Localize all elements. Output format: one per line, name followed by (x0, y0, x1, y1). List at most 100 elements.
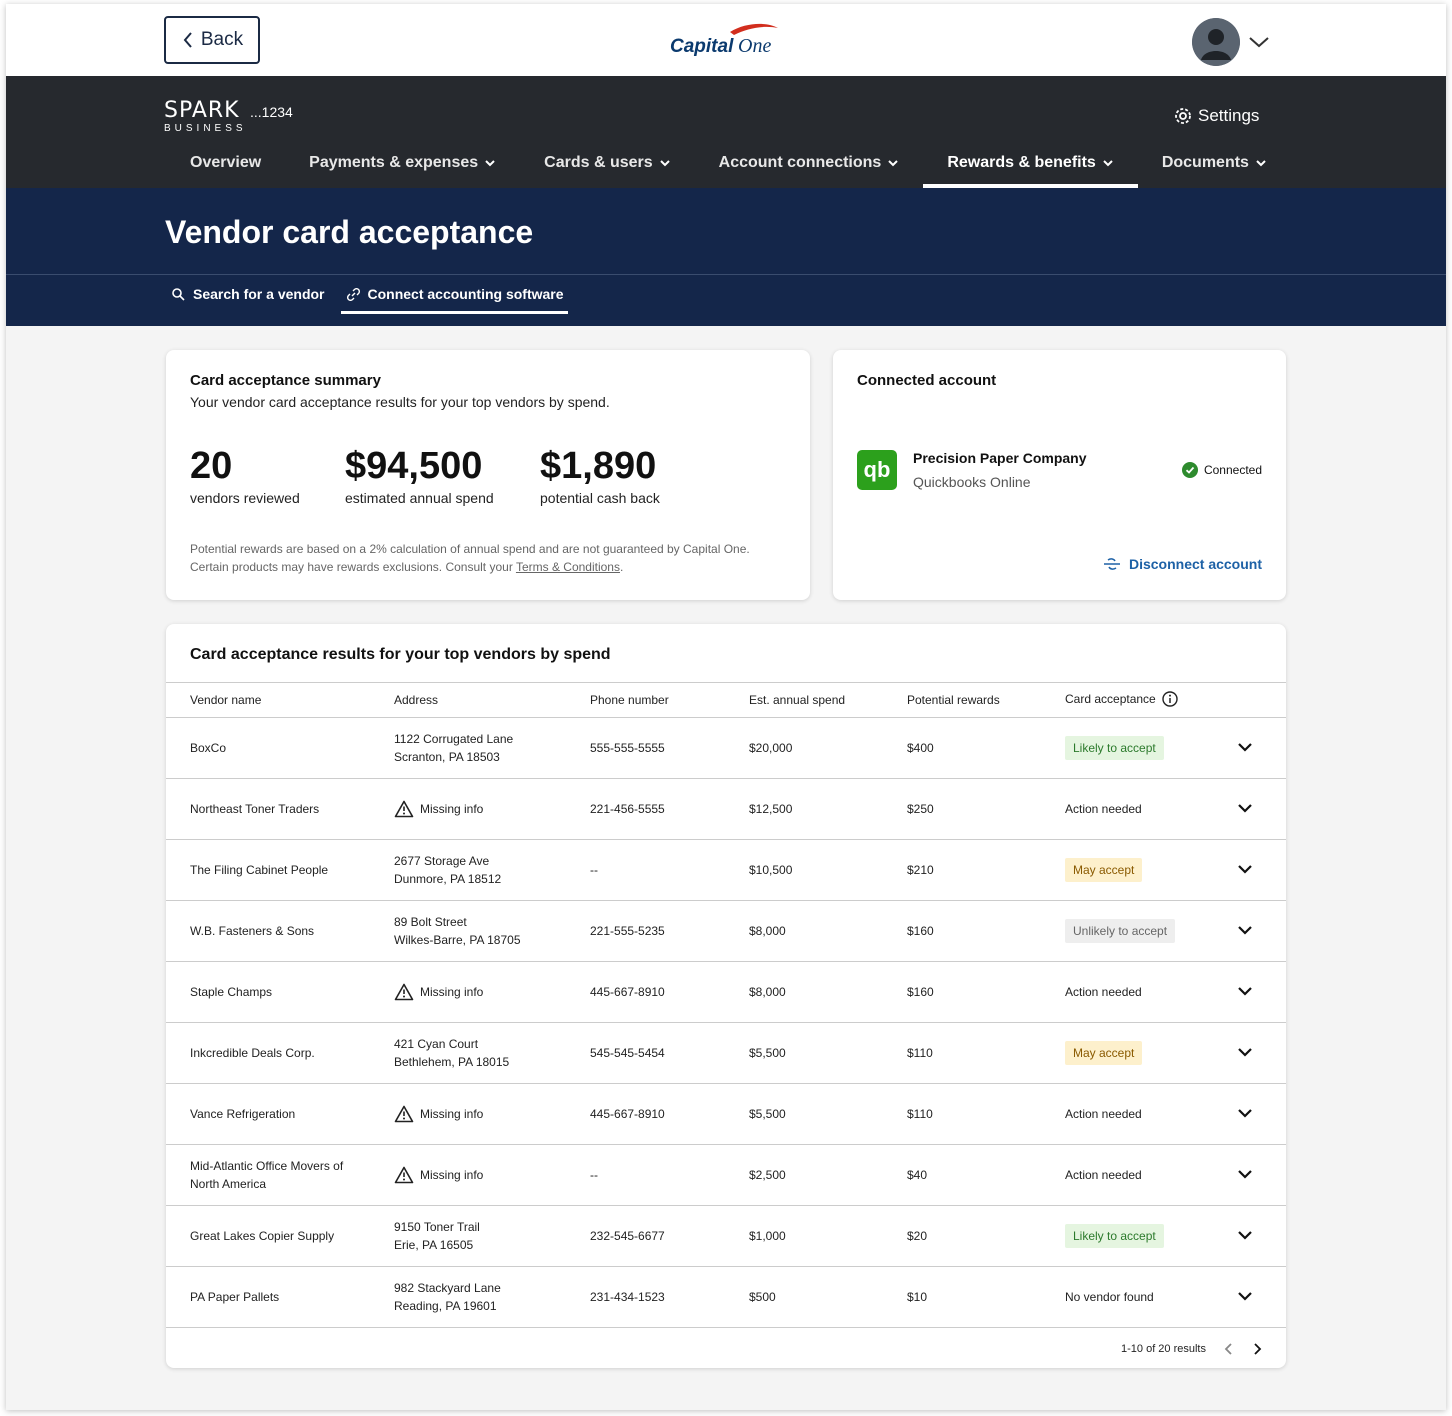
expand-row-button[interactable] (1236, 921, 1254, 942)
vendor-phone: -- (590, 1168, 598, 1182)
chevron-down-icon (1238, 1170, 1252, 1179)
acceptance-status-badge: May accept (1065, 1041, 1143, 1065)
expand-row-button[interactable] (1236, 1226, 1254, 1247)
nav-tab-cards-users[interactable]: Cards & users (520, 146, 695, 188)
sub-tabs: Search for a vendor Connect accounting s… (170, 278, 568, 314)
nav-tab-rewards-benefits[interactable]: Rewards & benefits (923, 146, 1139, 188)
nav-tab-account-connections[interactable]: Account connections (695, 146, 924, 188)
acceptance-cell: May accept (1065, 1023, 1143, 1083)
software-name: Quickbooks Online (913, 474, 1031, 490)
info-icon[interactable] (1162, 691, 1178, 707)
table-row[interactable]: The Filing Cabinet People 2677 Storage Av… (166, 840, 1286, 901)
acceptance-cell: Action needed (1065, 962, 1142, 1022)
stat-vendors-reviewed: 20 vendors reviewed (190, 445, 300, 506)
next-page-button[interactable] (1252, 1342, 1262, 1356)
vendor-address: 2677 Storage Ave Dunmore, PA 18512 (394, 854, 502, 886)
chevron-down-icon (1238, 926, 1252, 935)
acceptance-status-badge: Action needed (1065, 1107, 1142, 1121)
vendor-phone: 555-555-5555 (590, 741, 665, 755)
pagination: 1-10 of 20 results (1121, 1342, 1262, 1356)
chevron-down-icon (1238, 987, 1252, 996)
expand-row-button[interactable] (1236, 738, 1254, 759)
connected-account-card: Connected account qb Precision Paper Com… (833, 350, 1286, 600)
chevron-down-icon (1249, 37, 1269, 48)
acceptance-status-badge: Action needed (1065, 985, 1142, 999)
table-row[interactable]: Inkcredible Deals Corp. 421 Cyan Court Bet… (166, 1023, 1286, 1084)
nav-tab-documents[interactable]: Documents (1138, 146, 1291, 188)
expand-row-button[interactable] (1236, 799, 1254, 820)
disconnect-account-button[interactable]: Disconnect account (1103, 556, 1262, 572)
profile-menu[interactable] (1192, 18, 1270, 66)
back-button[interactable]: Back (164, 16, 260, 64)
tab-connect-accounting[interactable]: Connect accounting software (340, 278, 568, 314)
acceptance-cell: Likely to accept (1065, 718, 1164, 778)
acceptance-status-badge: Action needed (1065, 1168, 1142, 1182)
vendor-spend: $12,500 (749, 802, 793, 816)
table-row[interactable]: Mid-Atlantic Office Movers of North Amer… (166, 1145, 1286, 1206)
avatar (1192, 18, 1240, 66)
vendor-name: Great Lakes Copier Supply (190, 1229, 335, 1243)
search-icon (172, 287, 185, 301)
vendor-name: The Filing Cabinet People (190, 863, 329, 877)
vendor-address: 421 Cyan Court Bethlehem, PA 18015 (394, 1037, 510, 1069)
table-row[interactable]: Staple Champs Missing info 445-667-8910 $8,… (166, 962, 1286, 1023)
vendor-rewards: $400 (907, 741, 934, 755)
expand-row-button[interactable] (1236, 1104, 1254, 1125)
tab-search-vendor[interactable]: Search for a vendor (170, 278, 327, 310)
table-row[interactable]: W.B. Fasteners & Sons 89 Bolt Street Wilke… (166, 901, 1286, 962)
expand-row-button[interactable] (1236, 1043, 1254, 1064)
table-row[interactable]: Great Lakes Copier Supply 9150 Toner Trai… (166, 1206, 1286, 1267)
svg-text:Capital: Capital (670, 36, 734, 57)
expand-row-button[interactable] (1236, 982, 1254, 1003)
vendor-rewards: $250 (907, 802, 934, 816)
table-header: Vendor name Address Phone number Est. an… (166, 682, 1286, 718)
table-row[interactable]: PA Paper Pallets 982 Stackyard Lane Readin… (166, 1267, 1286, 1328)
vendor-results-card: Card acceptance results for your top ven… (166, 624, 1286, 1368)
vendor-address: 1122 Corrugated Lane Scranton, PA 18503 (394, 732, 514, 764)
expand-row-button[interactable] (1236, 860, 1254, 881)
nav-tab-payments[interactable]: Payments & expenses (285, 146, 520, 188)
acceptance-status-badge: No vendor found (1065, 1290, 1154, 1304)
capital-one-logo: Capital One (670, 23, 778, 57)
vendor-spend: $2,500 (749, 1168, 786, 1182)
chevron-right-icon (1254, 1343, 1262, 1355)
gear-icon (1175, 108, 1191, 124)
vendor-phone: -- (590, 863, 598, 877)
rewards-disclaimer: Potential rewards are based on a 2% calc… (190, 542, 750, 574)
chevron-down-icon (1238, 804, 1252, 813)
table-row[interactable]: Northeast Toner Traders Missing info 221-4… (166, 779, 1286, 840)
vendor-spend: $8,000 (749, 985, 786, 999)
terms-link[interactable]: Terms & Conditions (515, 560, 620, 574)
acceptance-status-badge: Likely to accept (1065, 736, 1164, 760)
warning-icon (394, 1166, 414, 1184)
chevron-down-icon (1103, 160, 1113, 167)
vendor-rewards: $40 (907, 1168, 928, 1182)
chevron-down-icon (1238, 1292, 1252, 1301)
chevron-down-icon (1238, 1231, 1252, 1240)
settings-link[interactable]: Settings (1174, 106, 1259, 126)
nav-tab-overview[interactable]: Overview (190, 154, 262, 171)
acceptance-status-badge: Action needed (1065, 802, 1142, 816)
address-missing: Missing info (394, 779, 483, 839)
col-phone: Phone number (590, 693, 669, 707)
vendor-rewards: $20 (907, 1229, 928, 1243)
table-row[interactable]: BoxCo 1122 Corrugated Lane Scranton, PA 18… (166, 718, 1286, 779)
nav-tabs: Overview Payments & expenses Cards & use… (166, 146, 1291, 188)
vendor-address: 89 Bolt Street Wilkes-Barre, PA 18705 (394, 915, 521, 947)
main-nav: SPARK BUSINESS ...1234 Settings Overview… (6, 76, 1446, 188)
vendor-rewards: $110 (907, 1046, 933, 1060)
vendor-phone: 232-545-6677 (590, 1229, 665, 1243)
col-card-acceptance: Card acceptance (1065, 691, 1178, 707)
vendor-phone: 221-456-5555 (590, 802, 665, 816)
expand-row-button[interactable] (1236, 1165, 1254, 1186)
chevron-down-icon (485, 160, 495, 167)
expand-row-button[interactable] (1236, 1287, 1254, 1308)
chevron-left-icon (1224, 1343, 1232, 1355)
vendor-name: W.B. Fasteners & Sons (190, 924, 315, 938)
prev-page-button[interactable] (1224, 1342, 1234, 1356)
table-row[interactable]: Vance Refrigeration Missing info 445-667-8… (166, 1084, 1286, 1145)
col-spend: Est. annual spend (749, 693, 846, 707)
chevron-down-icon (888, 160, 899, 167)
acceptance-cell: May accept (1065, 840, 1143, 900)
hero-divider (6, 274, 1446, 275)
